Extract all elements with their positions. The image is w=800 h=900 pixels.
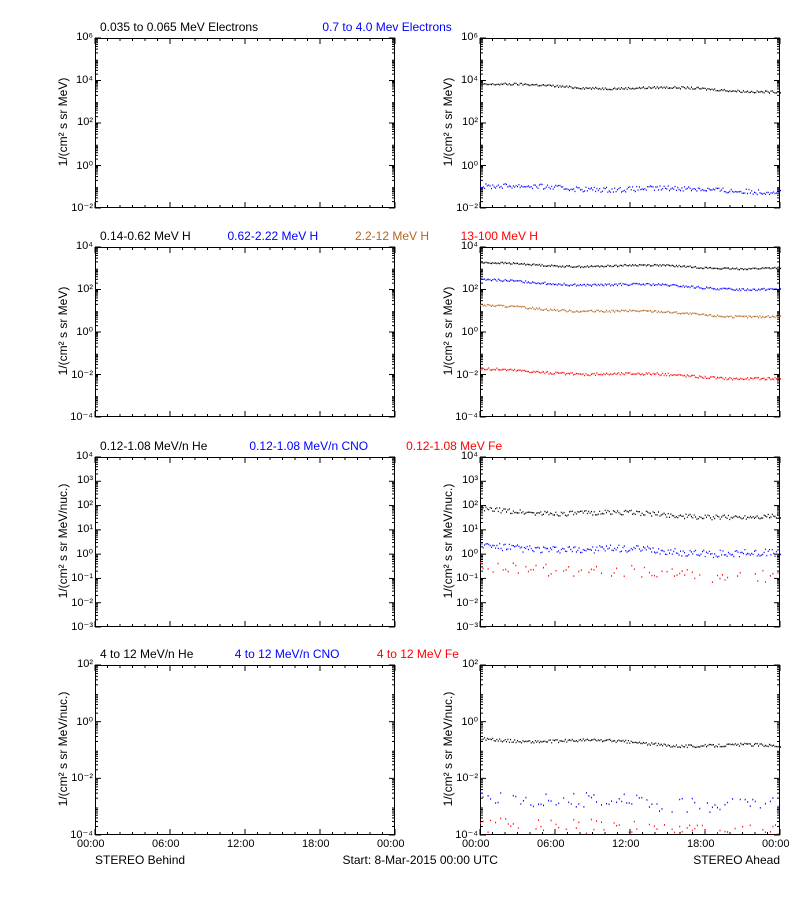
label-start-time: Start: 8-Mar-2015 00:00 UTC: [343, 853, 498, 867]
chart-grid: 0.035 to 0.065 MeV Electrons0.7 to 4.0 M…: [0, 0, 800, 900]
data-series: [480, 792, 779, 812]
label-stereo-ahead: STEREO Ahead: [693, 853, 780, 867]
data-series: [480, 738, 781, 748]
data-series: [480, 818, 779, 834]
label-stereo-behind: STEREO Behind: [95, 853, 185, 867]
plot-svg-r3-c1: [0, 0, 800, 900]
